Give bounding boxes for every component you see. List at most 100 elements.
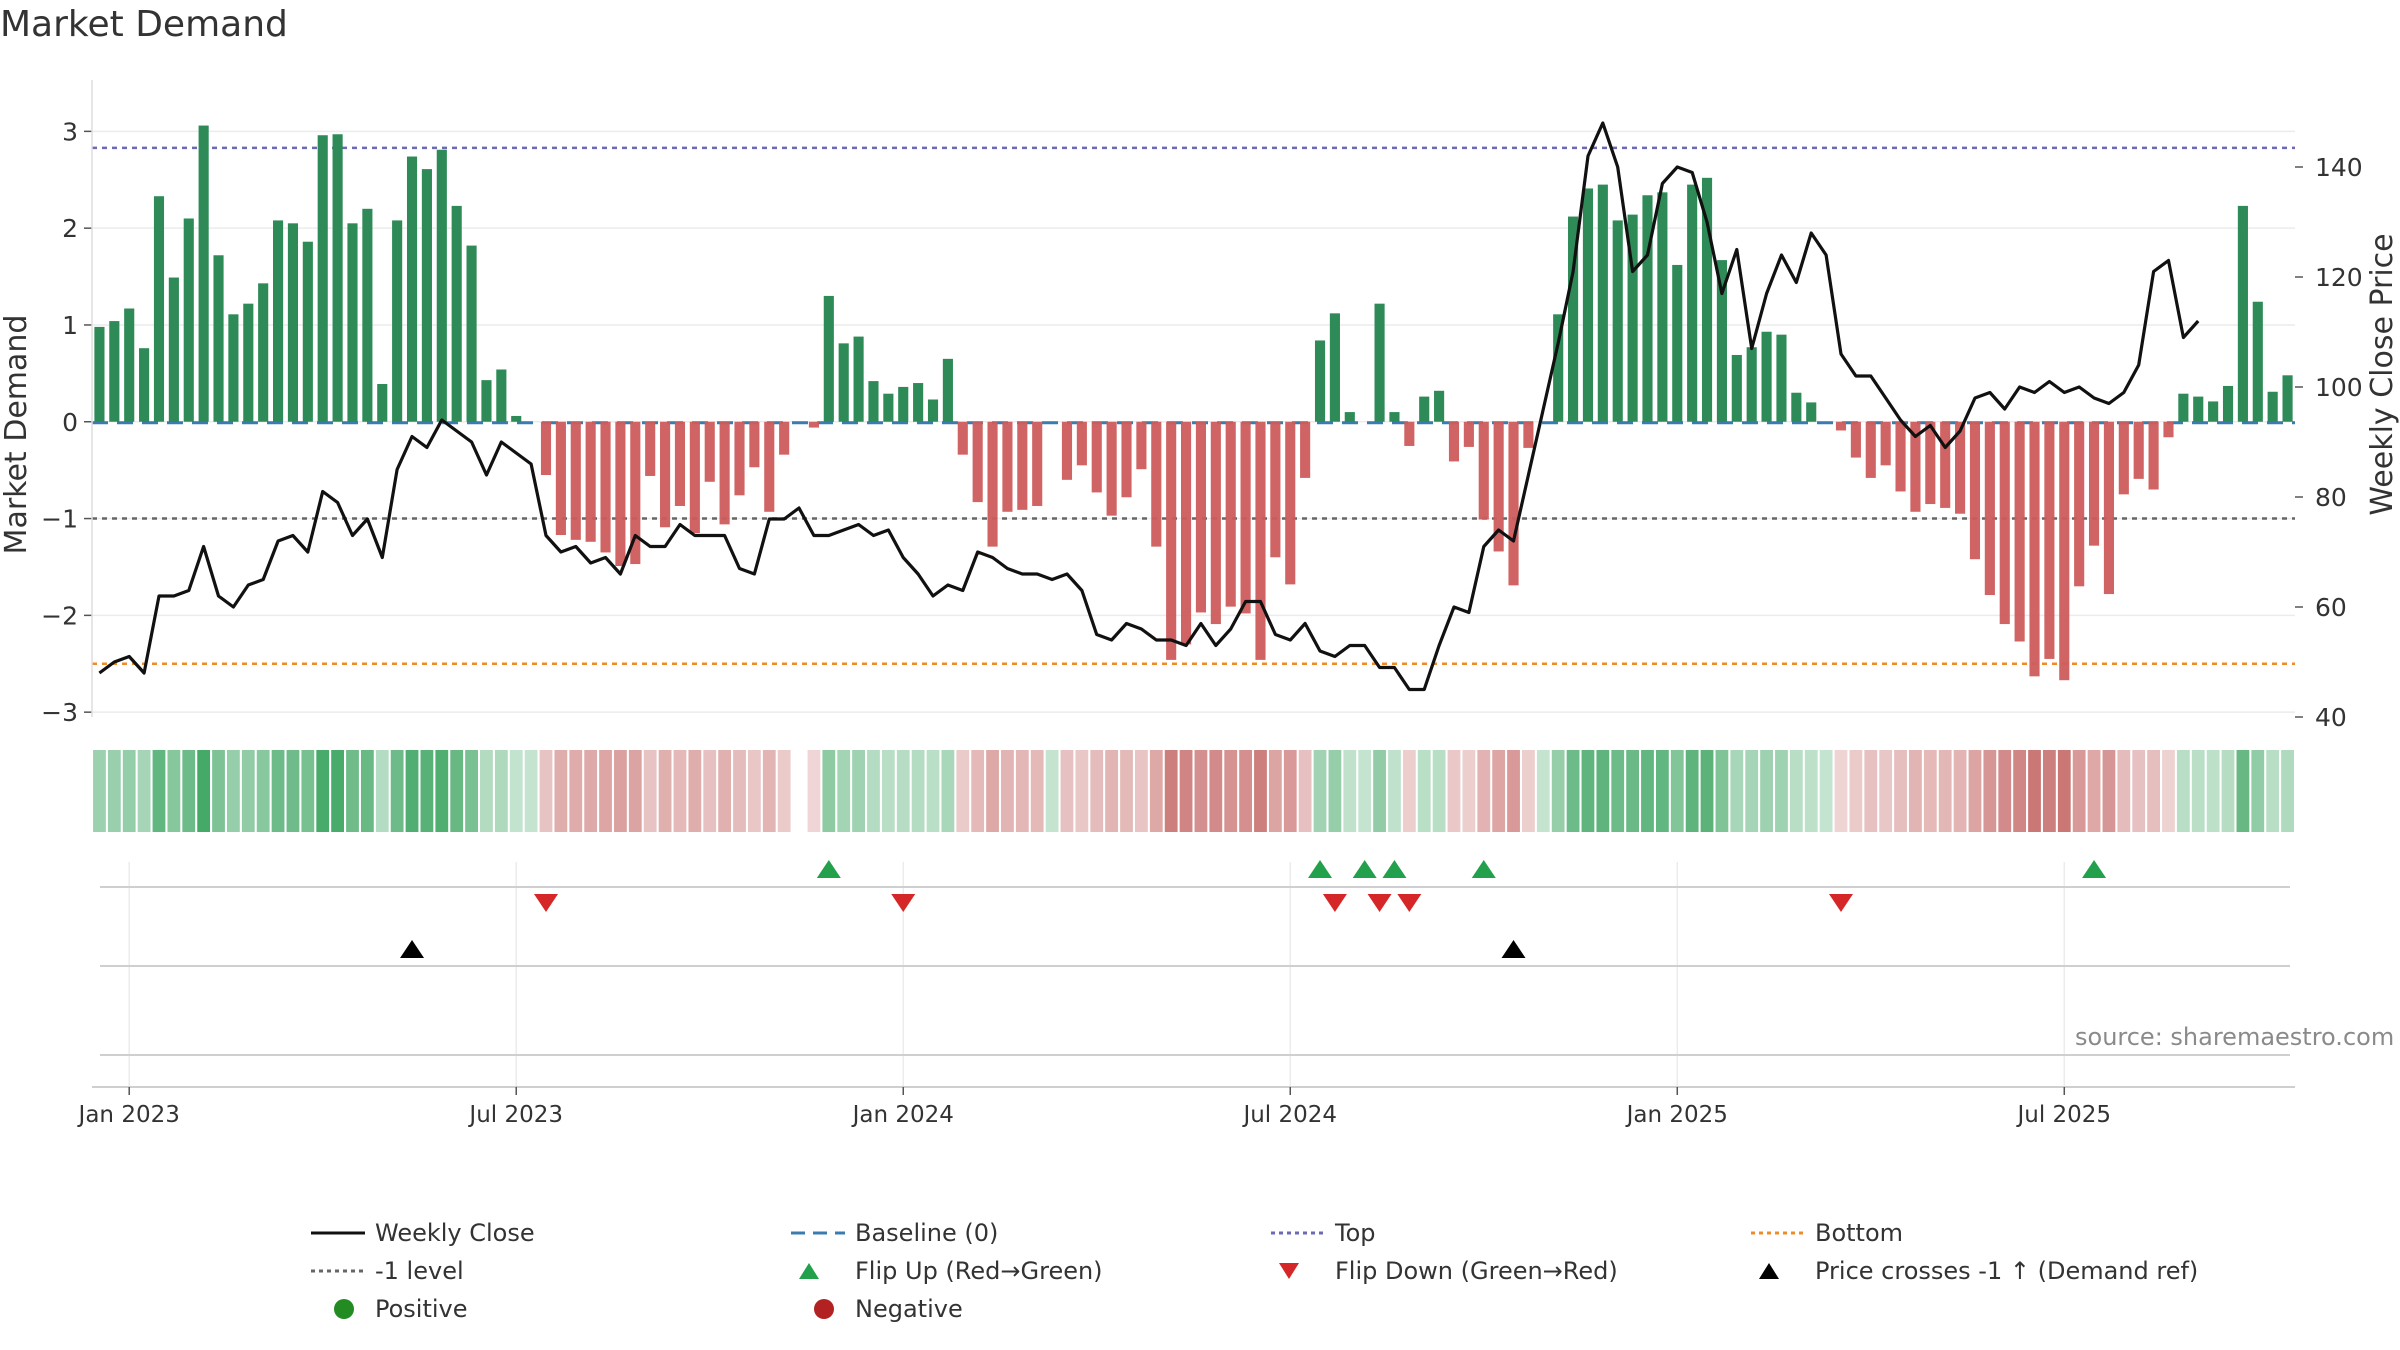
heat-cell xyxy=(1715,750,1729,832)
heat-cell xyxy=(777,750,791,832)
heat-cell xyxy=(1536,750,1550,832)
heat-cell xyxy=(703,750,717,832)
y-tick-label: −2 xyxy=(41,601,78,630)
heat-cell xyxy=(256,750,270,832)
heat-cell xyxy=(1685,750,1699,832)
heat-cell xyxy=(301,750,315,832)
demand-bar xyxy=(1731,354,1742,422)
demand-bar xyxy=(1404,421,1415,446)
demand-bar xyxy=(198,125,209,422)
demand-bar xyxy=(600,421,611,553)
heat-cell xyxy=(2072,750,2086,832)
y2-tick-label: 120 xyxy=(2315,263,2363,292)
heat-cell xyxy=(1164,750,1178,832)
heat-cell xyxy=(911,750,925,832)
demand-bar xyxy=(2133,421,2144,479)
heat-cell xyxy=(688,750,702,832)
heat-cell xyxy=(1670,750,1684,832)
demand-bar xyxy=(511,415,522,422)
heat-cell xyxy=(1298,750,1312,832)
heat-cell xyxy=(852,750,865,832)
heat-cell xyxy=(718,750,732,832)
heat-cell xyxy=(658,750,672,832)
heat-cell xyxy=(1045,750,1059,832)
demand-bar xyxy=(287,223,299,422)
heat-cell xyxy=(2221,750,2235,832)
demand-bar xyxy=(1270,421,1281,558)
heat-cell xyxy=(152,750,166,832)
heat-cell xyxy=(227,750,240,832)
demand-bar xyxy=(153,196,165,422)
heat-cell xyxy=(1135,750,1148,832)
demand-bar xyxy=(1076,421,1087,466)
heat-cell xyxy=(822,750,836,832)
demand-bar xyxy=(1865,421,1876,478)
heat-cell xyxy=(2281,750,2294,832)
y2-axis-title: Weekly Close Price xyxy=(2365,233,2400,515)
heat-cell xyxy=(2042,750,2056,832)
heat-cell xyxy=(1417,750,1431,832)
heat-cell xyxy=(1060,750,1074,832)
heat-cell xyxy=(2102,750,2116,832)
y2-tick-label: 80 xyxy=(2315,483,2347,512)
demand-bar xyxy=(1255,421,1266,660)
heat-cell xyxy=(1209,750,1223,832)
demand-bar xyxy=(1791,392,1802,422)
demand-bar xyxy=(1701,177,1713,422)
flip-down-marker xyxy=(1397,894,1422,912)
heat-cell xyxy=(1879,750,1893,832)
demand-bar xyxy=(2208,401,2219,422)
heat-cell xyxy=(1566,750,1580,832)
heat-cell xyxy=(584,750,598,832)
heat-cell xyxy=(435,750,449,832)
price-cross-marker xyxy=(400,940,425,958)
legend-line-dot-icon xyxy=(1751,1231,1805,1235)
demand-bar xyxy=(689,421,700,534)
demand-bar xyxy=(1627,214,1638,422)
heat-cell xyxy=(1909,750,1922,832)
y2-tick-label: 60 xyxy=(2315,593,2347,622)
legend-label: Bottom xyxy=(1815,1219,1904,1247)
demand-bar xyxy=(2282,375,2293,422)
heat-cell xyxy=(1596,750,1610,832)
heat-cell xyxy=(509,750,523,832)
demand-bar xyxy=(139,348,150,422)
x-tick-label: Jul 2025 xyxy=(2015,1102,2111,1128)
demand-bar xyxy=(421,169,432,422)
heat-cell xyxy=(1283,750,1297,832)
x-tick-label: Jan 2025 xyxy=(1625,1102,1728,1128)
demand-bar xyxy=(1300,421,1311,478)
heat-cell xyxy=(197,750,211,832)
heat-cell xyxy=(107,750,121,832)
y2-tick-label: 100 xyxy=(2315,373,2363,402)
demand-bar xyxy=(109,321,120,422)
heat-cell xyxy=(2013,750,2027,832)
heat-cell xyxy=(2191,750,2205,832)
demand-bar xyxy=(1195,421,1207,613)
dot-icon xyxy=(814,1299,834,1319)
heat-cell xyxy=(673,750,687,832)
demand-bar xyxy=(406,156,418,422)
demand-bar xyxy=(258,283,269,422)
heat-cell xyxy=(2236,750,2250,832)
demand-bar xyxy=(332,134,343,422)
demand-bar xyxy=(1434,390,1445,422)
demand-bar xyxy=(1642,195,1653,422)
heat-cell xyxy=(1179,750,1193,832)
demand-bar xyxy=(719,421,730,525)
heat-cell xyxy=(390,750,404,832)
heat-cell xyxy=(1551,750,1565,832)
heat-cell xyxy=(286,750,300,832)
demand-bar xyxy=(957,421,968,455)
demand-bar xyxy=(2014,421,2025,642)
demand-bar xyxy=(540,421,552,475)
source-note: source: sharemaestro.com xyxy=(2075,1023,2395,1051)
heat-cell xyxy=(1239,750,1252,832)
heat-cell xyxy=(405,750,419,832)
demand-bar xyxy=(1568,216,1579,422)
heat-cell xyxy=(2087,750,2101,832)
demand-bar xyxy=(273,220,284,422)
demand-bar xyxy=(1880,421,1891,466)
demand-bar xyxy=(1106,421,1117,516)
demand-bar xyxy=(1612,220,1623,422)
